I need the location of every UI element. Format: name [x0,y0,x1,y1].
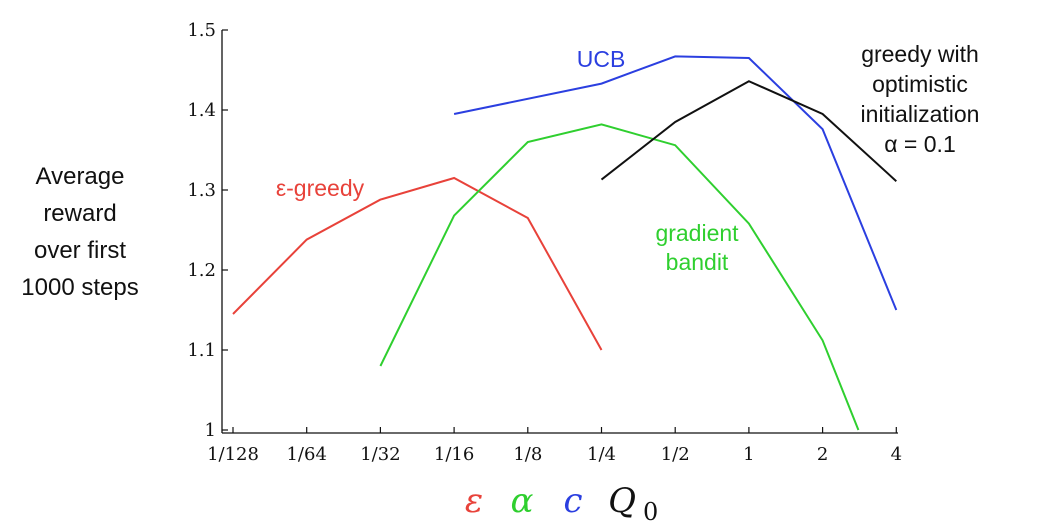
x-tick-label: 1/16 [434,444,474,465]
y-axis-label-line: 1000 steps [21,274,138,301]
series-label: initialization [861,101,980,127]
x-param-symbol: Q [608,481,636,521]
x-param-symbol: c [563,481,582,521]
x-tick-label: 1/2 [661,444,690,465]
x-param-subscript: 0 [643,498,658,525]
series-line-greedy [232,176,603,351]
x-param-symbol: α [511,481,534,521]
series-label: gradient [655,220,739,246]
y-axis-label: Average reward over first 1000 steps [21,163,138,301]
y-axis-label-line: over first [34,237,126,264]
y-tick-label: 1.4 [187,100,216,121]
x-tick-label: 4 [891,444,902,465]
x-param-symbol: ε [465,481,483,521]
y-tick-label: 1.3 [187,180,216,201]
series-line-greedy [600,80,897,182]
series-label: α = 0.1 [884,131,955,157]
series-lines [232,55,898,431]
y-axis-label-line: Average [36,163,125,190]
tick-labels: 1 1.1 1.2 1.3 1.4 1.5 1/128 1/64 1/32 1/16 1/8 1/4 1… [187,20,902,465]
series-labels: ε-greedy gradient bandit UCB greedy with opti… [276,41,980,275]
series-label: ε-greedy [276,175,365,201]
series-label: greedy with [861,41,979,67]
x-tick-label: 2 [817,444,828,465]
axes [221,29,898,434]
series-label: bandit [666,249,729,275]
x-tick-label: 1 [743,444,754,465]
series-line-gradient [379,123,860,431]
x-tick-label: 1/4 [587,444,616,465]
series-label: optimistic [872,71,968,97]
y-tick-label: 1.5 [187,20,216,41]
y-axis-label-line: reward [43,200,116,227]
series-line-ucb [453,55,898,311]
series-label: UCB [577,46,626,72]
x-tick-label: 1/8 [513,444,542,465]
x-tick-label: 1/128 [207,444,259,465]
y-tick-label: 1.1 [187,340,216,361]
x-tick-label: 1/32 [360,444,400,465]
y-tick-label: 1.2 [187,260,216,281]
y-tick-label: 1 [205,420,216,441]
x-tick-label: 1/64 [286,444,326,465]
